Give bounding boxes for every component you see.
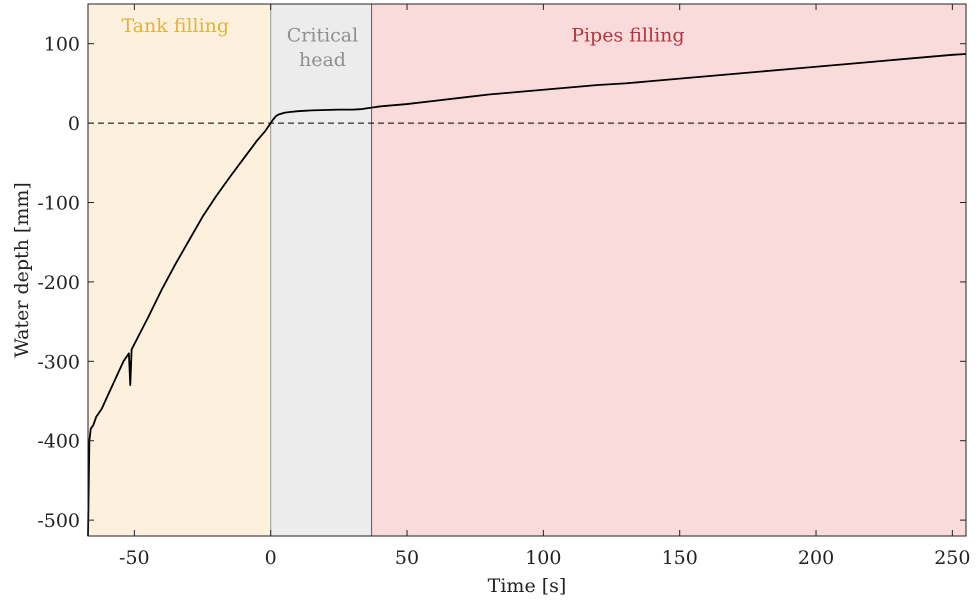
y-tick-label: -500 xyxy=(37,510,80,532)
x-tick-label: 250 xyxy=(934,547,970,569)
region-1 xyxy=(270,4,372,536)
y-tick-label: -400 xyxy=(37,431,80,453)
y-tick-label: 100 xyxy=(44,34,80,56)
y-tick-label: -100 xyxy=(37,193,80,215)
region-label-2: Pipes filling xyxy=(571,24,684,46)
x-tick-label: -50 xyxy=(119,547,150,569)
x-tick-label: 200 xyxy=(798,547,834,569)
series-line xyxy=(87,53,967,537)
y-axis-label: Water depth [mm] xyxy=(11,182,33,358)
region-0 xyxy=(88,4,271,536)
y-axis-ticks: 100 0 -100 -200 -300 -400 -500 xyxy=(37,34,966,532)
x-tick-label: 50 xyxy=(395,547,419,569)
y-tick-label: 0 xyxy=(68,113,80,135)
y-tick-label: -300 xyxy=(37,351,80,373)
region-labels: Tank filling Critical head Pipes filling xyxy=(121,15,684,71)
x-tick-label: 150 xyxy=(662,547,698,569)
x-axis-label: Time [s] xyxy=(488,575,567,597)
region-label-1: Critical head xyxy=(287,24,358,71)
region-borders xyxy=(270,4,373,536)
shaded-regions xyxy=(88,4,966,536)
y-tick-label: -200 xyxy=(37,272,80,294)
x-axis-ticks: -50 0 50 100 150 200 250 xyxy=(119,4,970,569)
plot-frame xyxy=(87,3,967,537)
region-label-0: Tank filling xyxy=(121,15,229,37)
region-2 xyxy=(371,4,966,536)
x-tick-label: 100 xyxy=(525,547,561,569)
x-tick-label: 0 xyxy=(265,547,277,569)
